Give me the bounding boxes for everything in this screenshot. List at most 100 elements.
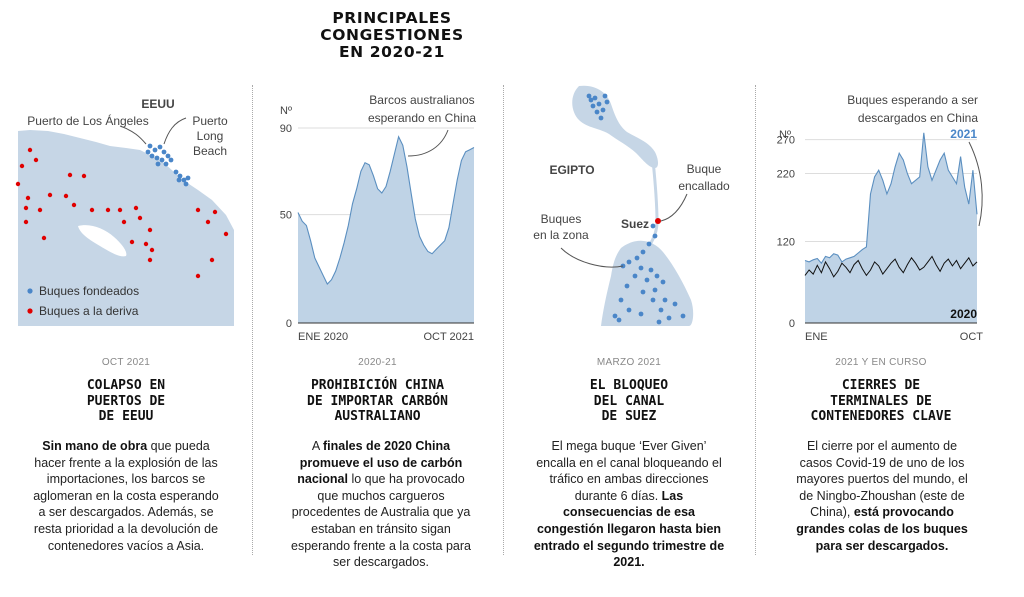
anchored-ship-dot: [176, 177, 182, 183]
anchored-ship-dot: [155, 161, 161, 167]
ship-dot: [660, 279, 666, 285]
ship-dot: [604, 99, 610, 105]
stuck-ship-label: Buque encallado: [678, 162, 730, 193]
series-line: [297, 135, 475, 285]
ship-dot: [640, 249, 646, 255]
ship-dot: [596, 101, 602, 107]
y-tick-label: 120: [777, 236, 795, 248]
blue-dot-icon: [27, 288, 33, 294]
ship-dot: [648, 267, 654, 273]
drifting-ship-dot: [63, 193, 69, 199]
ship-dot: [602, 93, 608, 99]
australian-ships-chart: 0 50 90 Nº ENE 2020 OCT 2021 Barcos australian…: [280, 93, 477, 343]
drifting-ship-dot: [209, 257, 215, 263]
drifting-ship-dot: [81, 173, 87, 179]
ship-dot: [650, 297, 656, 303]
drifting-ship-dot: [19, 163, 25, 169]
us-coast-land: [18, 86, 234, 230]
ship-dot: [646, 241, 652, 247]
drifting-ship-dot: [121, 219, 127, 225]
y-axis-label: Nº: [280, 105, 292, 117]
x-tick-label: OCT 2021: [423, 331, 474, 343]
y-tick-label: 90: [280, 123, 292, 135]
drifting-ship-dot: [105, 207, 111, 213]
ship-dot: [652, 233, 658, 239]
ship-dot: [592, 95, 598, 101]
area-series: [298, 136, 474, 323]
drifting-ship-dot: [117, 207, 123, 213]
drifting-ship-dot: [147, 227, 153, 233]
drifting-ship-dot: [137, 215, 143, 221]
ship-dot: [594, 109, 600, 115]
ship-dot: [666, 315, 672, 321]
drifting-ship-dot: [89, 207, 95, 213]
x-tick-label: ENE: [805, 331, 828, 343]
ship-dot: [616, 317, 622, 323]
panel-date: OCT 2021: [101, 357, 151, 368]
leader-line: [163, 117, 187, 145]
ship-dot: [672, 301, 678, 307]
panel-title: EL BLOQUEO DEL CANAL DE SUEZ: [589, 378, 669, 424]
anchored-ship-dot: [165, 153, 171, 159]
leader-line: [119, 125, 147, 145]
drifting-ship-dot: [27, 147, 33, 153]
drifting-ship-dot: [47, 192, 53, 198]
panel-date: 2021 Y EN CURSO: [835, 357, 927, 368]
port-la-label: Puerto de Los Ángeles: [27, 113, 148, 128]
area-series-2021: [805, 132, 977, 323]
ship-dot: [640, 289, 646, 295]
drifting-ship-dot: [129, 239, 135, 245]
ship-dot: [590, 103, 596, 109]
series-line-2020: [804, 255, 978, 278]
divider: [755, 85, 756, 555]
anchored-ship-dot: [159, 157, 165, 163]
suez-canal: [647, 159, 659, 247]
red-dot-icon: [27, 308, 33, 314]
drifting-ship-dot: [33, 157, 39, 163]
panel-body: A finales de 2020 China promueve el uso …: [291, 439, 471, 570]
drifting-ship-dot: [71, 202, 77, 208]
legend-item: Buques a la deriva: [39, 304, 139, 318]
y-tick-label: 270: [777, 135, 795, 147]
drifting-ship-dot: [143, 241, 149, 247]
series-label-2021: 2021: [950, 127, 977, 141]
panel-title: CIERRES DE TERMINALES DE CONTENEDORES CLAV…: [810, 378, 952, 424]
panel-date: MARZO 2021: [596, 357, 662, 368]
ships-zone-label: Buques en la zona: [533, 212, 589, 242]
anchored-ship-dot: [145, 149, 151, 155]
anchored-ship-dot: [161, 149, 167, 155]
divider: [503, 85, 504, 555]
anchored-ship-dot: [168, 157, 174, 163]
anchored-ship-dot: [157, 144, 163, 150]
anchored-ship-dot: [185, 175, 191, 181]
anchored-ship-dot: [181, 177, 187, 183]
y-tick-label: 50: [280, 210, 292, 222]
ship-dot: [644, 277, 650, 283]
bitter-lakes-water: [572, 85, 658, 168]
ship-dot: [626, 259, 632, 265]
anchored-ship-dot: [149, 153, 155, 159]
anchored-ship-dot: [152, 147, 158, 153]
catalina-island: [78, 225, 127, 257]
port-lb-label: Puerto Long Beach: [192, 114, 228, 158]
drifting-ship-dot: [37, 207, 43, 213]
ship-dot: [586, 93, 592, 99]
country-label: EEUU: [141, 97, 174, 111]
series-line-2021: [804, 132, 978, 265]
ship-dot: [652, 287, 658, 293]
ship-dot: [662, 297, 668, 303]
divider: [252, 85, 253, 555]
gulf-of-suez-water: [601, 240, 694, 326]
drifting-ship-dot: [67, 172, 73, 178]
panel-body: Sin mano de obra que pueda hacer frente …: [33, 439, 219, 553]
leader-line: [968, 141, 983, 227]
y-tick-label: 0: [789, 318, 795, 330]
country-label: EGIPTO: [549, 163, 594, 177]
ship-dot: [654, 273, 660, 279]
drifting-ship-dot: [223, 231, 229, 237]
drifting-ship-dot: [147, 257, 153, 263]
ship-dot: [638, 265, 644, 271]
main-title: PRINCIPALES CONGESTIONES EN 2020-21: [320, 9, 464, 61]
ship-dot: [680, 313, 686, 319]
panel-date: 2020-21: [358, 357, 397, 368]
